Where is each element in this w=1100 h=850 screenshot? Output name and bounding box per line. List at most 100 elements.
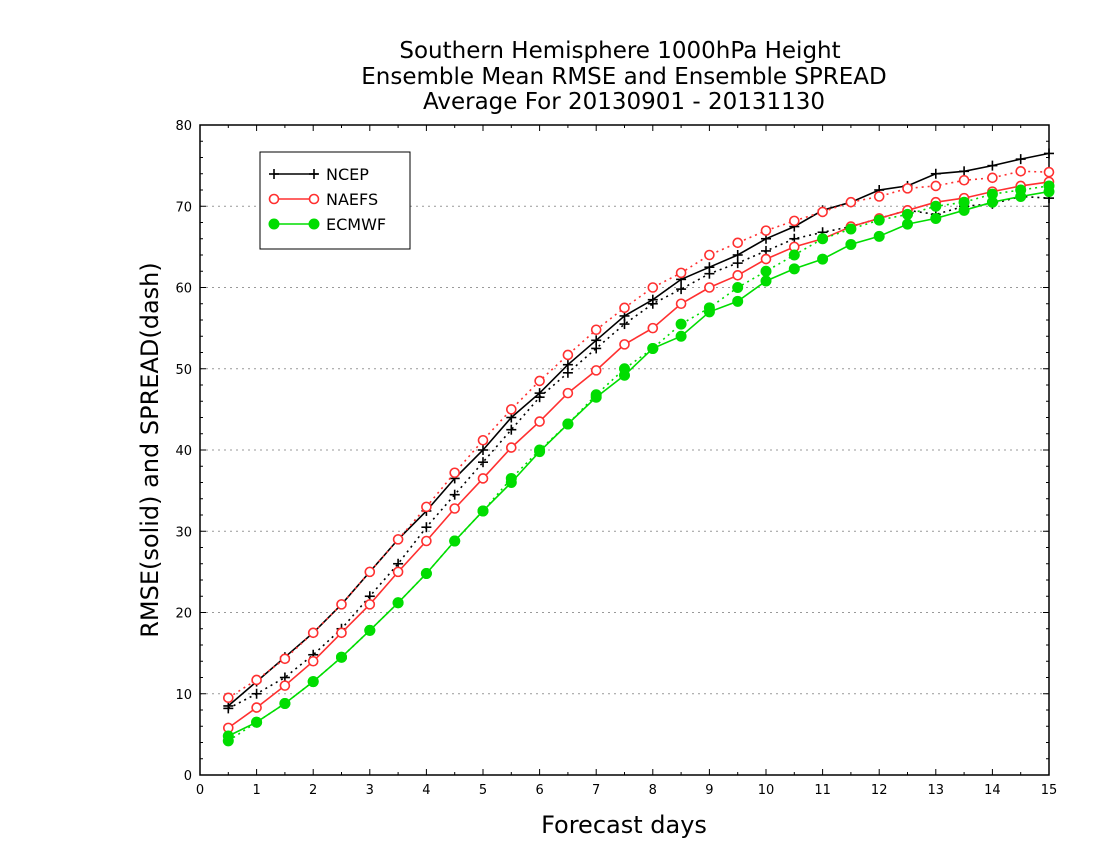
- series-ecmwf-rmse-point: [1043, 186, 1055, 198]
- series-ecmwf-rmse-point: [307, 676, 319, 688]
- x-tick-label-1: 1: [252, 783, 260, 798]
- x-tick-label-9: 9: [705, 783, 713, 798]
- legend-item-ecmwf: ECMWF: [268, 215, 386, 234]
- x-tick-label-14: 14: [984, 783, 1001, 798]
- series-naefs-rmse-point: [704, 282, 715, 293]
- series-ecmwf-rmse-point: [986, 196, 998, 208]
- y-tick-label-50: 50: [175, 363, 192, 378]
- series-ecmwf-rmse-point: [420, 568, 432, 579]
- series-naefs-rmse-point: [619, 339, 630, 350]
- legend-swatch-marker-right: [308, 193, 320, 205]
- series-ncep-rmse-point: [478, 445, 488, 455]
- series-naefs-rmse-point: [647, 322, 659, 334]
- series-ecmwf-rmse-point: [505, 477, 517, 488]
- y-tick-label-10: 10: [175, 688, 192, 703]
- series-naefs-rmse-point: [251, 702, 262, 713]
- title-line-1: Southern Hemisphere 1000hPa Height: [399, 38, 840, 64]
- series-lines: [222, 148, 1055, 747]
- series-naefs-rmse-point: [590, 365, 602, 376]
- series-naefs-spread-point: [704, 249, 715, 261]
- series-naefs-spread-point: [732, 237, 744, 249]
- series-ecmwf-rmse-point: [251, 716, 263, 728]
- series-ncep-rmse-point: [647, 294, 658, 305]
- series-ecmwf-rmse-point: [619, 369, 630, 381]
- series-ecmwf-rmse-point: [760, 275, 772, 287]
- x-axis-label: Forecast days: [541, 811, 707, 839]
- series-naefs-spread-point: [590, 324, 602, 336]
- series-ecmwf-rmse-point: [336, 651, 347, 663]
- series-ncep-rmse-line: [227, 152, 1050, 707]
- x-tick-label-15: 15: [1041, 783, 1058, 798]
- series-ncep-spread-point: [676, 284, 687, 295]
- series-naefs-rmse-point: [675, 298, 687, 310]
- series-naefs-spread-point: [392, 534, 404, 545]
- series-naefs-spread-point: [449, 467, 461, 479]
- title-line-3: Average For 20130901 - 20131130: [423, 89, 825, 115]
- series-naefs-rmse-line: [227, 181, 1050, 729]
- legend-label-ncep: NCEP: [326, 165, 369, 184]
- series-naefs-rmse-point: [421, 535, 432, 547]
- x-tick-label-2: 2: [309, 783, 317, 798]
- series-naefs-spread-point: [619, 302, 630, 314]
- series-ecmwf-rmse-point: [732, 295, 744, 307]
- legend-swatch-marker-left: [268, 218, 280, 230]
- series-ecmwf-rmse-point: [477, 505, 489, 517]
- series-naefs-rmse-point: [760, 253, 772, 265]
- series-naefs-rmse-point: [279, 680, 291, 691]
- y-tick-label-80: 80: [175, 119, 192, 134]
- series-ncep-rmse-point: [591, 335, 602, 346]
- series-ncep-spread-point: [449, 489, 460, 500]
- series-ecmwf-rmse-point: [279, 698, 291, 709]
- series-naefs-rmse-point: [477, 473, 489, 484]
- series-ncep-spread-point: [478, 457, 488, 468]
- series-ncep-spread-point: [421, 522, 432, 533]
- series-ecmwf-spread-point: [845, 223, 857, 235]
- series-ncep-rmse-point: [1015, 154, 1026, 165]
- x-tick-label-10: 10: [758, 783, 775, 798]
- series-naefs-rmse-point: [505, 442, 517, 453]
- legend-label-ecmwf: ECMWF: [326, 215, 386, 234]
- series-naefs-spread-point: [873, 191, 885, 202]
- y-tick-label-30: 30: [175, 525, 192, 540]
- title-line-2: Ensemble Mean RMSE and Ensemble SPREAD: [361, 64, 886, 90]
- series-ecmwf-rmse-point: [788, 263, 800, 275]
- series-naefs-rmse-point: [364, 599, 376, 610]
- series-ecmwf-spread-point: [760, 265, 772, 277]
- series-naefs-spread-point: [987, 172, 998, 184]
- y-tick-label-0: 0: [184, 769, 192, 784]
- series-naefs-spread-point: [336, 599, 347, 610]
- series-naefs-rmse-point: [449, 503, 461, 514]
- series-naefs-spread-point: [364, 566, 376, 578]
- series-naefs-rmse-point: [336, 627, 347, 639]
- legend-item-ncep: NCEP: [269, 165, 369, 184]
- series-ecmwf-rmse-line: [227, 190, 1050, 737]
- legend-item-naefs: NAEFS: [268, 190, 378, 209]
- series-naefs: [223, 166, 1055, 734]
- series-ecmwf-spread-point: [902, 208, 913, 220]
- series-ecmwf-spread-point: [873, 214, 885, 226]
- series-naefs-spread-point: [902, 183, 913, 194]
- series-ecmwf-rmse-point: [703, 306, 715, 318]
- series-naefs-spread-point: [251, 674, 262, 686]
- series-naefs-spread-point: [817, 206, 828, 218]
- series-naefs-spread-point: [675, 267, 687, 279]
- series-ecmwf-rmse-point: [930, 212, 942, 224]
- series-naefs-rmse-point: [392, 566, 404, 578]
- y-tick-label-40: 40: [175, 444, 192, 459]
- x-tick-label-12: 12: [871, 783, 888, 798]
- series-naefs-spread-point: [223, 692, 234, 704]
- series-ecmwf: [222, 180, 1055, 747]
- x-tick-label-0: 0: [196, 783, 204, 798]
- series-naefs-spread-point: [562, 349, 574, 361]
- series-ncep-rmse-point: [732, 250, 743, 260]
- series-naefs-rmse-point: [534, 416, 545, 427]
- series-ecmwf-rmse-point: [392, 597, 404, 609]
- series-ecmwf-rmse-point: [817, 253, 829, 265]
- series-naefs-spread-point: [788, 215, 800, 227]
- series-naefs-spread-point: [279, 653, 291, 665]
- series-ncep-spread-point: [506, 424, 517, 435]
- series-ecmwf-rmse-point: [845, 238, 857, 250]
- series-ncep-rmse-point: [930, 168, 941, 179]
